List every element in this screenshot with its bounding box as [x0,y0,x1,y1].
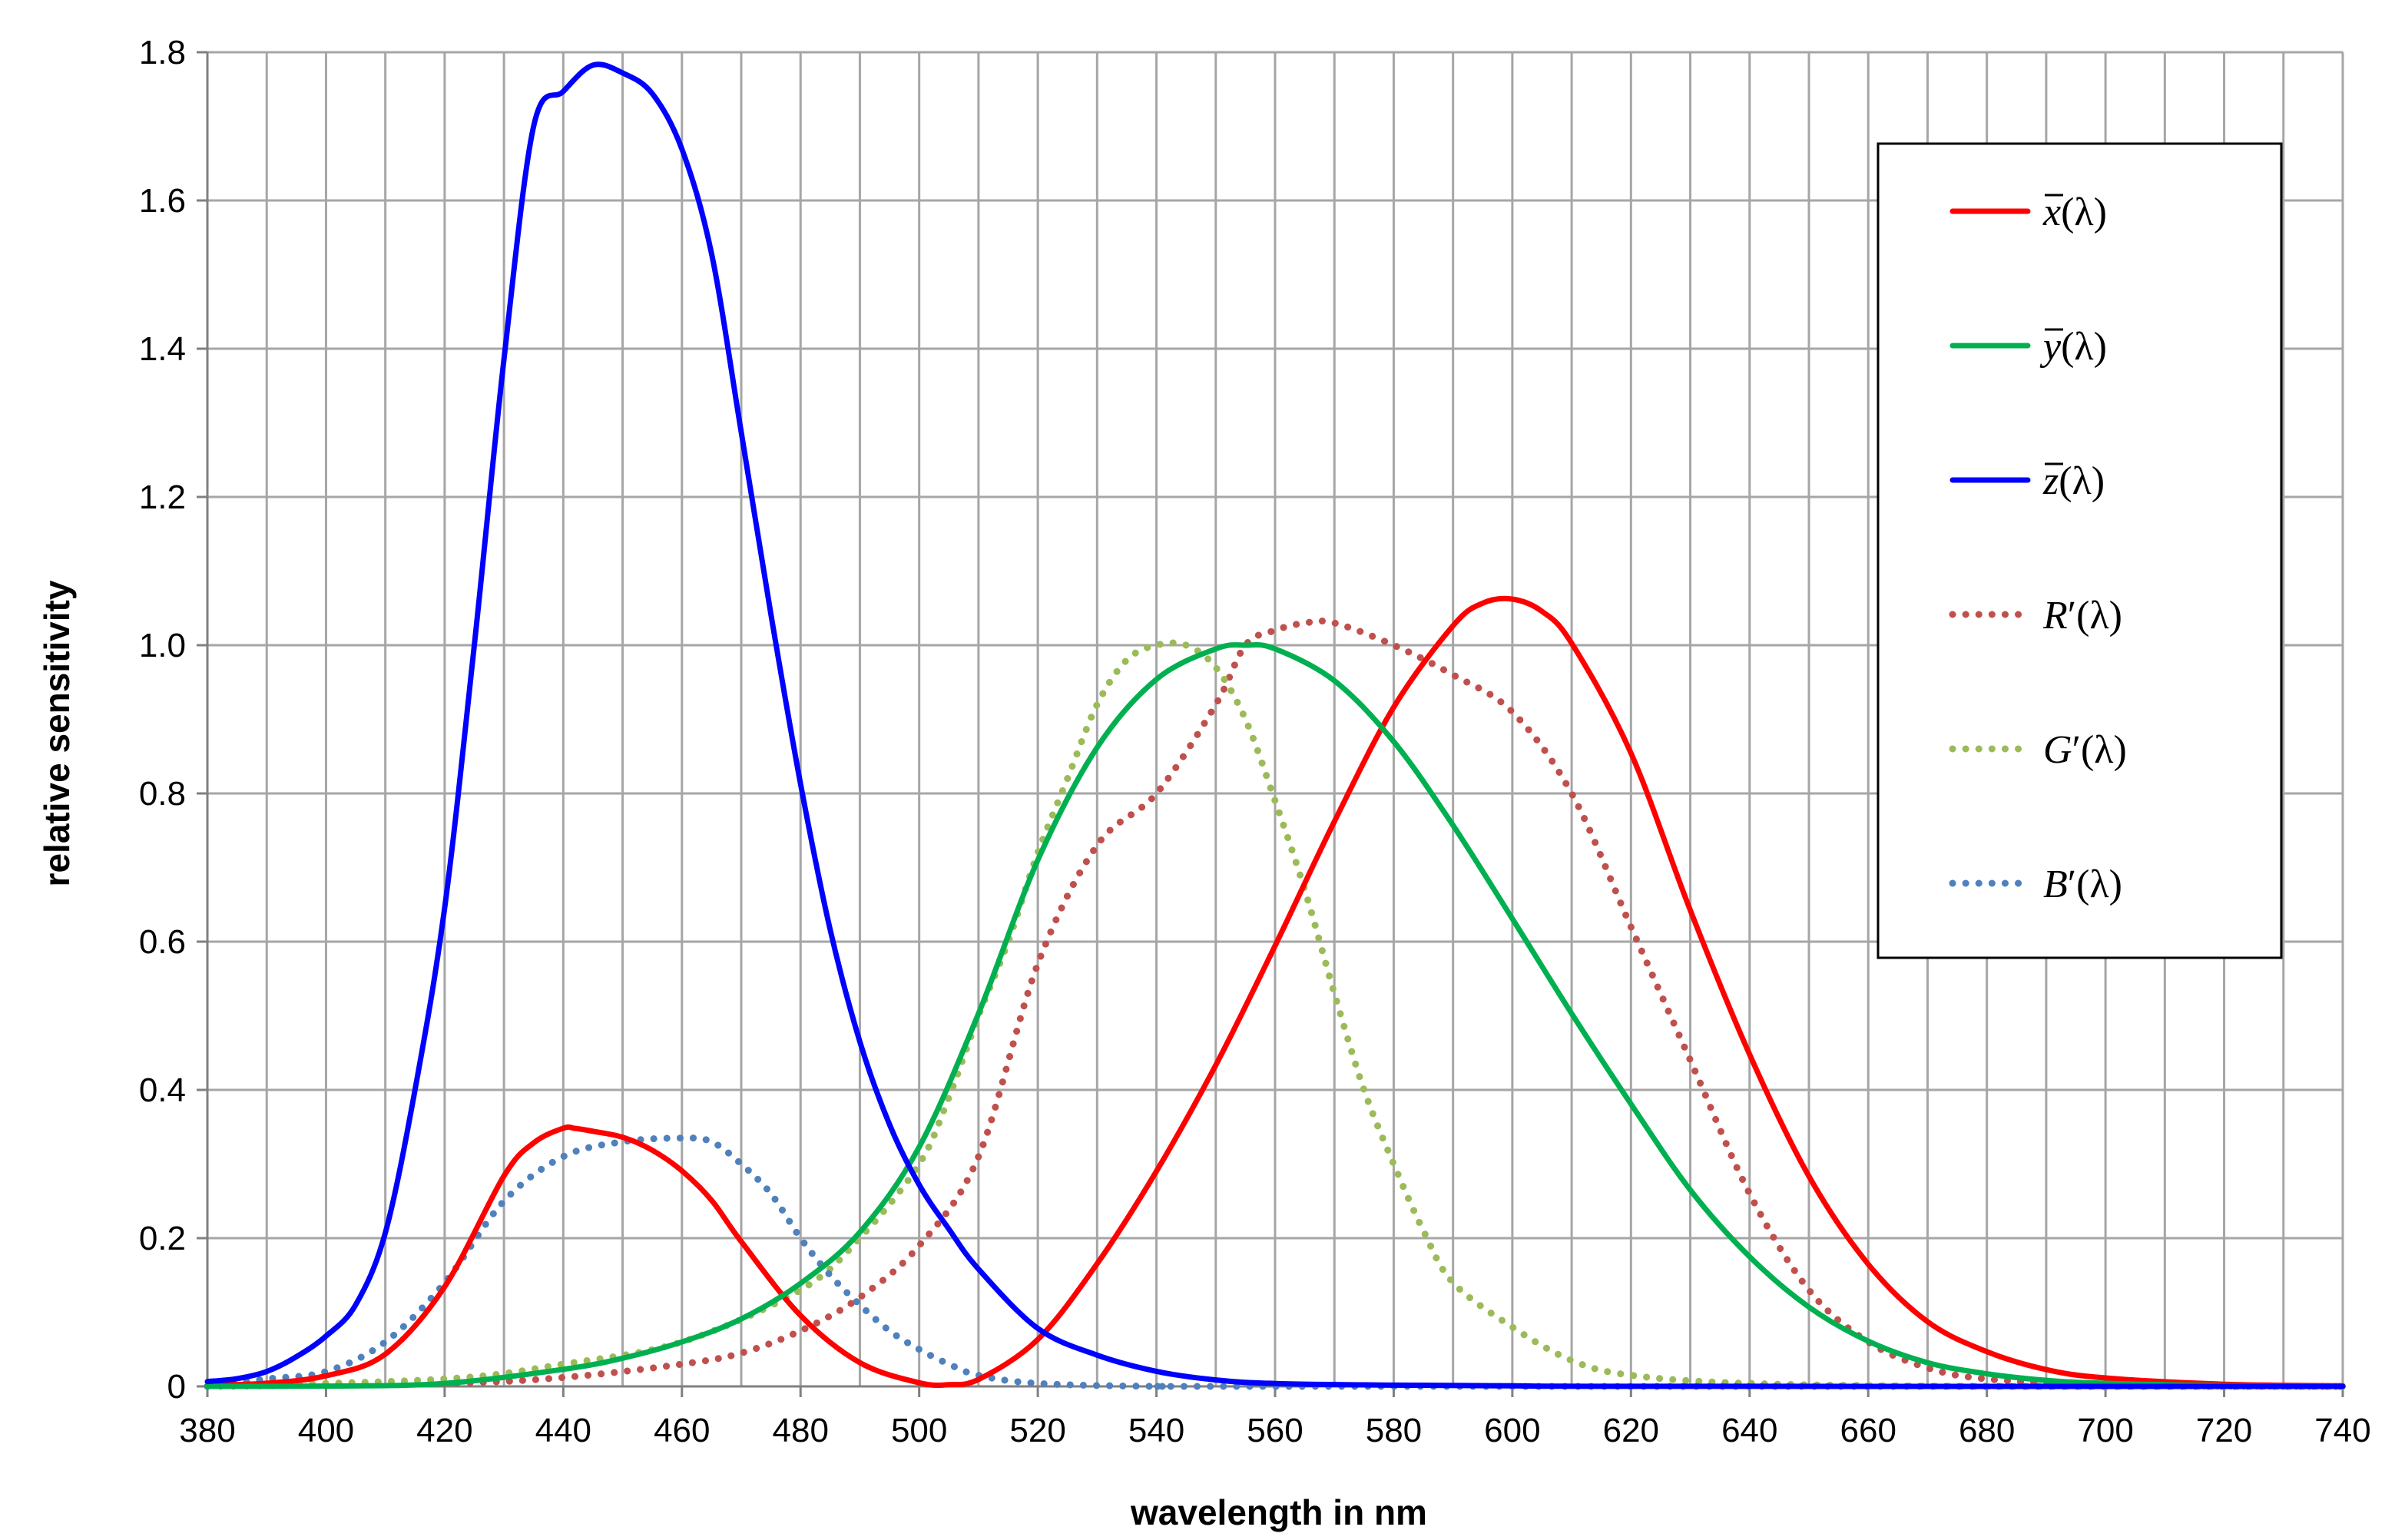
x-tick-label: 720 [2196,1412,2252,1449]
y-tick-label: 0.4 [139,1071,186,1109]
x-tick-label: 500 [891,1412,947,1449]
legend: x(λ) y(λ) z(λ) R′(λ) G′(λ) B′(λ) [1877,142,2283,959]
x-tick-label: 540 [1128,1412,1184,1449]
x-tick-label: 620 [1603,1412,1659,1449]
x-tick-label: 460 [654,1412,710,1449]
legend-label-gprime: G′(λ) [2043,728,2127,772]
legend-label-bprime: B′(λ) [2043,863,2122,906]
legend-label-ybar: y(λ) [2039,325,2107,369]
x-tick-label: 420 [416,1412,472,1449]
x-tick-label: 560 [1247,1412,1303,1449]
legend-label-xbar: x(λ) [2042,190,2107,234]
x-tick-label: 600 [1484,1412,1540,1449]
x-tick-label: 400 [298,1412,354,1449]
tick-labels: 380 400 420 440 460 480 500 520 540 560 580 600 620 6… [139,34,2371,1449]
series-line-gprime [204,639,2347,1390]
y-tick-label: 0.2 [139,1220,186,1257]
y-tick-label: 1.6 [139,182,186,220]
series-line-rprime [204,618,2347,1390]
y-tick-label: 1.4 [139,330,186,368]
x-tick-label: 520 [1009,1412,1065,1449]
legend-label-rprime: R′(λ) [2042,594,2122,638]
legend-box [1877,142,2283,959]
x-tick-label: 640 [1721,1412,1777,1449]
y-tick-label: 0.6 [139,923,186,961]
series-group [204,61,2347,1390]
x-tick-label: 480 [773,1412,829,1449]
y-tick-label: 0.8 [139,775,186,813]
x-tick-label: 700 [2077,1412,2133,1449]
series-line-xbar [204,595,2346,1389]
series-line-bprime [204,1134,2347,1390]
x-tick-label: 580 [1366,1412,1422,1449]
y-tick-label: 1.2 [139,479,186,516]
series-line-zbar [204,61,2346,1389]
x-tick-label: 660 [1840,1412,1896,1449]
y-tick-label: 1.8 [139,34,186,71]
x-tick-label: 680 [1959,1412,2015,1449]
legend-label-zbar: z(λ) [2042,459,2105,503]
x-axis-title: wavelength in nm [1130,1492,1427,1532]
y-tick-label: 1.0 [139,627,186,664]
y-axis-title: relative sensitivity [37,580,77,886]
y-tick-label: 0 [167,1368,186,1406]
series-line-ybar [204,641,2346,1389]
x-tick-label: 440 [535,1412,591,1449]
x-tick-label: 740 [2314,1412,2370,1449]
x-tick-label: 380 [179,1412,235,1449]
